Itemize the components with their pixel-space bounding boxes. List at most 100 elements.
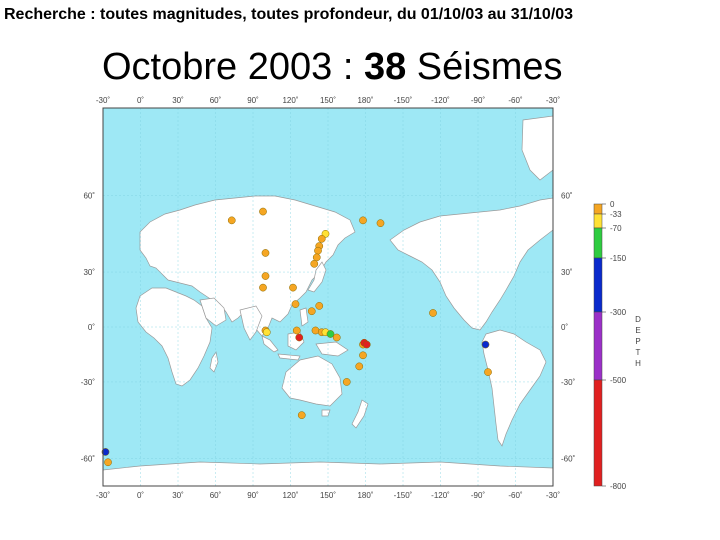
- earthquake-marker: [429, 309, 437, 317]
- depth-color-bar: [593, 203, 603, 487]
- depth-axis-letter: E: [635, 326, 640, 335]
- earthquake-marker: [291, 300, 300, 308]
- longitude-tick-label: -150˚: [394, 96, 413, 105]
- longitude-tick-label: 120˚: [282, 96, 298, 105]
- longitude-labels-bottom: -30˚ 0˚ 30˚ 60˚ 90˚ 120˚ 150˚ 180˚ -150˚ -120˚ -90…: [96, 491, 561, 500]
- longitude-tick-label: 150˚: [320, 491, 336, 500]
- longitude-tick-label: 150˚: [320, 96, 336, 105]
- earthquake-marker: [326, 330, 335, 338]
- depth-tick-label: -300: [610, 308, 627, 317]
- latitude-tick-label: 60˚: [83, 191, 95, 200]
- longitude-tick-label: 120˚: [282, 491, 298, 500]
- depth-tick-label: -150: [610, 254, 627, 263]
- earthquake-marker: [262, 328, 271, 337]
- earthquake-marker: [481, 340, 490, 349]
- longitude-tick-label: 180˚: [357, 491, 373, 500]
- latitude-tick-label: -30˚: [81, 378, 96, 387]
- longitude-labels-top: -30˚ 0˚ 30˚ 60˚ 90˚ 120˚ 150˚ 180˚ -150˚ -120˚ -90…: [96, 96, 561, 105]
- earthquake-marker: [289, 283, 297, 292]
- africa-landmass: [135, 287, 213, 387]
- longitude-tick-label: -30˚: [546, 491, 561, 500]
- search-criteria-line: Recherche : toutes magnitudes, toutes pr…: [4, 6, 574, 23]
- longitude-tick-label: 30˚: [172, 96, 184, 105]
- depth-axis-letter: P: [635, 337, 640, 346]
- earthquake-marker: [227, 216, 236, 225]
- new-guinea: [315, 341, 349, 357]
- earthquake-marker: [101, 448, 110, 456]
- earthquake-marker: [315, 302, 324, 310]
- longitude-tick-label: -150˚: [394, 491, 413, 500]
- earthquake-marker: [312, 253, 321, 262]
- latitude-tick-label: -30˚: [561, 378, 576, 387]
- latitude-tick-label: 0˚: [88, 323, 95, 332]
- longitude-tick-label: 60˚: [210, 96, 222, 105]
- title-suffix: Séismes: [406, 46, 563, 88]
- depth-tick-label: -70: [610, 224, 622, 233]
- longitude-tick-label: -90˚: [471, 96, 486, 105]
- earthquake-marker: [359, 216, 367, 225]
- longitude-tick-label: 90˚: [247, 491, 259, 500]
- earthquake-marker: [259, 283, 267, 292]
- depth-color-segment: [593, 227, 603, 259]
- longitude-tick-label: -90˚: [471, 491, 486, 500]
- depth-tick-label: 0: [610, 200, 615, 209]
- earthquake-marker: [261, 272, 270, 280]
- longitude-tick-label: -30˚: [96, 491, 111, 500]
- earthquake-marker: [376, 219, 385, 228]
- earthquake-marker: [342, 378, 351, 386]
- philippines: [299, 307, 309, 327]
- longitude-tick-label: 180˚: [357, 96, 373, 105]
- earthquake-marker: [104, 458, 112, 467]
- depth-tick-label: -33: [610, 210, 622, 219]
- depth-color-segment: [593, 311, 603, 381]
- latitude-tick-label: 0˚: [561, 323, 568, 332]
- earthquake-marker: [314, 246, 322, 255]
- longitude-tick-label: -60˚: [508, 491, 523, 500]
- latitude-tick-label: 30˚: [561, 268, 573, 277]
- java: [277, 353, 301, 361]
- earthquake-marker: [292, 326, 301, 335]
- earthquake-marker: [317, 234, 326, 243]
- earthquake-marker: [310, 259, 319, 268]
- longitude-tick-label: 90˚: [247, 96, 259, 105]
- longitude-tick-label: 30˚: [172, 491, 184, 500]
- india: [239, 305, 263, 341]
- longitude-tick-label: 0˚: [137, 96, 144, 105]
- earthquake-marker: [297, 411, 306, 420]
- latitude-tick-label: 30˚: [83, 268, 95, 277]
- north-america: [389, 197, 554, 331]
- latitude-labels-left: 60˚ 30˚ 0˚ -30˚ -60˚: [81, 191, 96, 463]
- depth-color-segment: [593, 203, 603, 215]
- latitude-tick-label: -60˚: [81, 455, 96, 464]
- depth-color-segment: [593, 257, 603, 313]
- earthquake-marker: [355, 362, 364, 371]
- eurasia-landmass: [139, 195, 356, 337]
- earthquake-marker: [259, 207, 267, 216]
- longitude-tick-label: 60˚: [210, 491, 222, 500]
- earthquake-marker: [261, 249, 270, 257]
- longitude-tick-label: -60˚: [508, 96, 523, 105]
- earthquake-count: 38: [363, 46, 407, 88]
- map-frame: [102, 107, 554, 487]
- depth-tick-label: -800: [610, 482, 627, 491]
- australia: [281, 355, 343, 407]
- depth-axis-letter: T: [636, 348, 641, 357]
- title-month: Octobre 2003 :: [102, 46, 364, 88]
- latitude-tick-label: -60˚: [561, 455, 576, 464]
- japan: [307, 261, 327, 293]
- depth-axis-letter: D: [635, 315, 641, 324]
- latitude-tick-label: 60˚: [561, 191, 573, 200]
- depth-tick-label: -500: [610, 376, 627, 385]
- earthquake-marker: [362, 340, 371, 349]
- longitude-tick-label: -30˚: [96, 96, 111, 105]
- depth-axis-letter: H: [635, 359, 641, 368]
- earthquake-marker: [484, 368, 492, 376]
- longitude-tick-label: 0˚: [137, 491, 144, 500]
- longitude-tick-label: -30˚: [546, 96, 561, 105]
- arabia: [199, 297, 227, 327]
- depth-tick-labels: 0-33 -70 -150 -300 -500 -800: [602, 200, 627, 491]
- earthquake-markers: [101, 207, 492, 467]
